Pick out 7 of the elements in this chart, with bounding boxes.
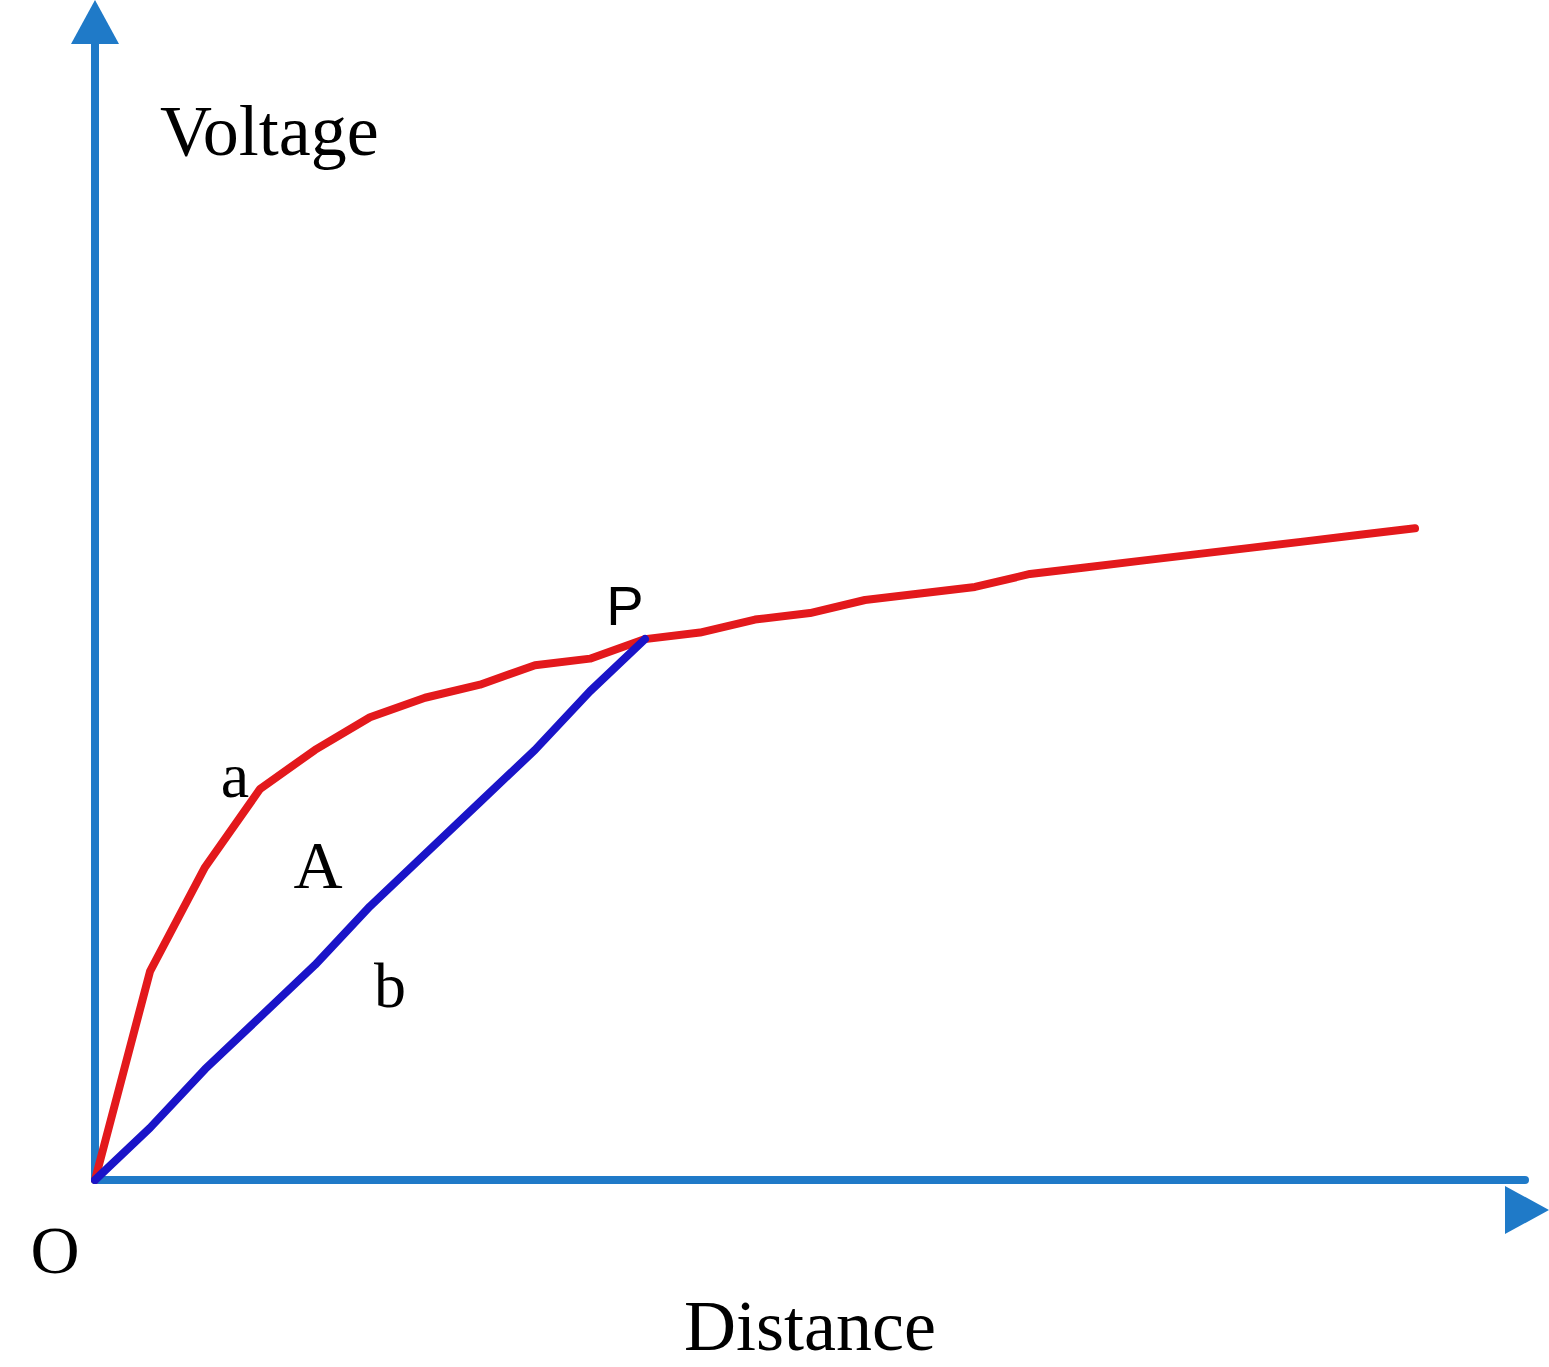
y-axis-title: Voltage [160,91,379,171]
annotation: a [220,739,250,811]
x-axis-title: Distance [684,1286,936,1366]
annotation: A [293,827,343,903]
annotation: b [374,949,406,1021]
annotation: P [606,573,644,637]
text: O [30,1212,80,1288]
